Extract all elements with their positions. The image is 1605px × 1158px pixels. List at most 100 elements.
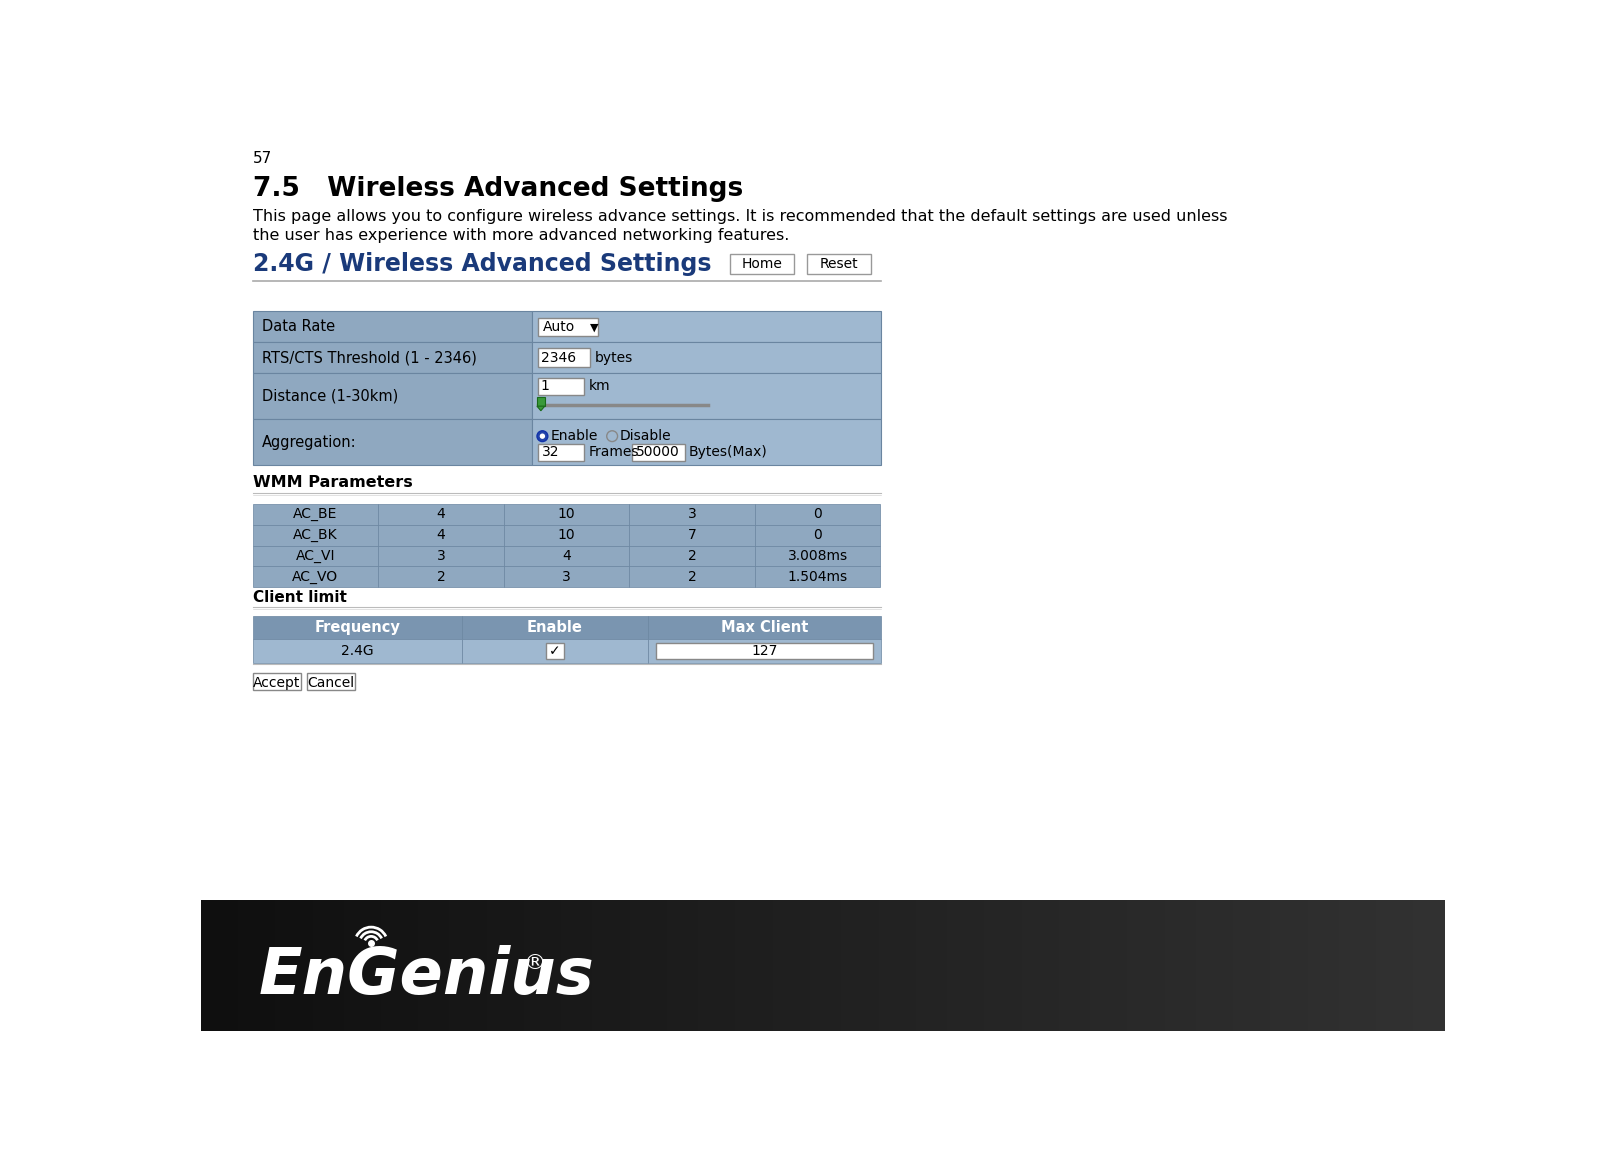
Bar	[462, 900, 469, 1031]
Bar	[568, 900, 575, 1031]
Text: 2.4G / Wireless Advanced Settings: 2.4G / Wireless Advanced Settings	[252, 251, 711, 276]
Bar	[748, 900, 754, 1031]
Bar	[1432, 900, 1440, 1031]
Text: AC_BK: AC_BK	[294, 528, 337, 542]
Text: WMM Parameters: WMM Parameters	[252, 475, 412, 490]
Bar	[997, 900, 1003, 1031]
Bar	[1401, 900, 1408, 1031]
Bar	[252, 525, 379, 545]
Bar	[1003, 900, 1010, 1031]
Bar	[356, 900, 363, 1031]
Bar	[504, 504, 629, 525]
Bar	[1165, 900, 1172, 1031]
Bar	[1016, 900, 1022, 1031]
Bar	[1215, 900, 1221, 1031]
Text: 4: 4	[437, 528, 445, 542]
Text: 4: 4	[437, 507, 445, 521]
Text: 10: 10	[557, 528, 575, 542]
Text: 3: 3	[437, 549, 445, 563]
Bar	[990, 900, 997, 1031]
Bar	[897, 900, 904, 1031]
Bar	[1176, 900, 1184, 1031]
Bar	[518, 900, 525, 1031]
Text: Aggregation:: Aggregation:	[262, 435, 356, 449]
Text: Bytes(Max): Bytes(Max)	[689, 446, 767, 460]
Bar	[270, 900, 276, 1031]
Bar	[592, 900, 599, 1031]
Text: Reset: Reset	[820, 257, 859, 271]
Bar	[449, 900, 456, 1031]
Bar	[599, 900, 605, 1031]
Bar	[252, 616, 462, 639]
Bar	[400, 900, 406, 1031]
Text: 4: 4	[562, 549, 571, 563]
Text: 3: 3	[562, 570, 571, 584]
Text: the user has experience with more advanced networking features.: the user has experience with more advanc…	[252, 228, 790, 243]
Bar	[1388, 900, 1395, 1031]
Bar	[1258, 900, 1265, 1031]
Bar	[1371, 900, 1377, 1031]
Bar	[369, 900, 376, 1031]
Bar	[977, 900, 985, 1031]
Bar	[1040, 900, 1046, 1031]
Bar	[705, 900, 711, 1031]
Bar	[1066, 900, 1072, 1031]
Bar	[1022, 900, 1029, 1031]
Bar	[538, 349, 591, 367]
Bar	[679, 900, 687, 1031]
Text: EnGenius: EnGenius	[258, 945, 594, 1006]
Bar	[1414, 900, 1420, 1031]
Bar	[504, 545, 629, 566]
Bar	[928, 900, 936, 1031]
Bar	[512, 900, 518, 1031]
Bar	[531, 312, 881, 343]
Text: AC_VI: AC_VI	[295, 549, 335, 563]
Bar	[324, 900, 332, 1031]
Bar	[1209, 900, 1215, 1031]
Bar	[504, 525, 629, 545]
Bar	[1226, 900, 1234, 1031]
Bar	[300, 900, 307, 1031]
Bar	[412, 900, 419, 1031]
Bar	[252, 673, 300, 690]
Bar	[655, 900, 661, 1031]
Bar	[828, 900, 836, 1031]
Text: ®: ®	[523, 953, 546, 974]
Bar	[462, 639, 648, 662]
Text: 2: 2	[437, 570, 445, 584]
Bar	[629, 566, 754, 587]
Bar	[1059, 900, 1066, 1031]
Bar	[1109, 900, 1115, 1031]
Bar	[244, 900, 250, 1031]
Bar	[379, 504, 504, 525]
Bar	[1289, 900, 1295, 1031]
Bar	[542, 900, 549, 1031]
Bar	[252, 504, 379, 525]
Bar	[717, 900, 724, 1031]
Polygon shape	[538, 406, 544, 411]
Text: Enable: Enable	[526, 621, 583, 636]
Bar	[1146, 900, 1152, 1031]
Bar	[1295, 900, 1302, 1031]
Text: Max Client: Max Client	[721, 621, 809, 636]
Bar	[854, 900, 860, 1031]
Bar	[791, 900, 798, 1031]
Bar	[538, 444, 584, 461]
Bar	[1053, 900, 1059, 1031]
Bar	[1382, 900, 1390, 1031]
Bar	[878, 900, 886, 1031]
Circle shape	[610, 433, 615, 439]
Bar	[1115, 900, 1122, 1031]
Bar	[480, 900, 488, 1031]
Bar	[538, 317, 599, 336]
Bar	[1314, 900, 1321, 1031]
Bar	[207, 900, 213, 1031]
Bar	[1172, 900, 1178, 1031]
Bar	[424, 900, 432, 1031]
Bar	[729, 900, 737, 1031]
Bar	[798, 900, 804, 1031]
Bar	[648, 900, 655, 1031]
Bar	[586, 900, 594, 1031]
Text: 57: 57	[252, 151, 271, 166]
Bar	[238, 900, 246, 1031]
